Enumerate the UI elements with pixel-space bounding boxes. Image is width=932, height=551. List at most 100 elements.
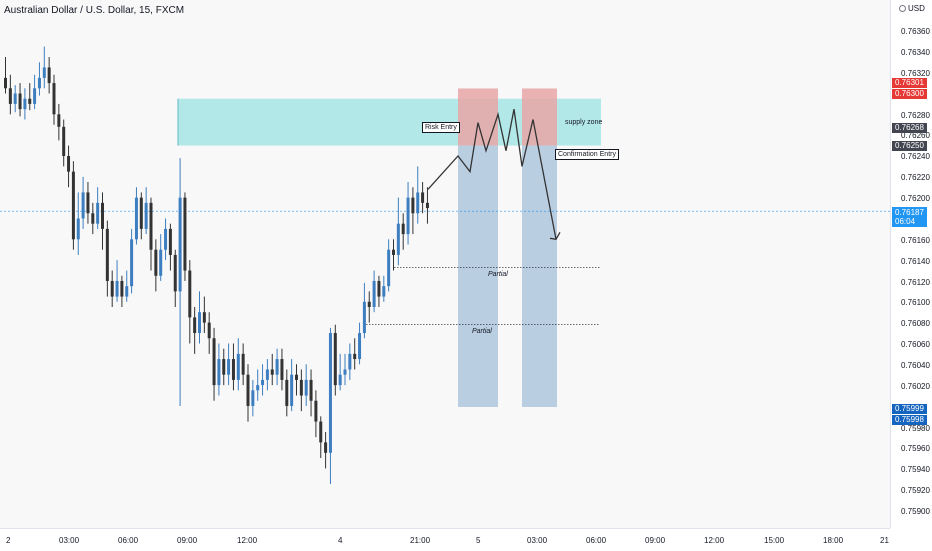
candle-up [358, 333, 362, 360]
time-tick: 03:00 [59, 536, 80, 545]
candle-down [246, 374, 250, 406]
candle-up [328, 333, 332, 453]
candle-up [396, 223, 400, 255]
candle-down [202, 312, 206, 323]
candle-down [212, 338, 216, 386]
candle-up [265, 369, 269, 380]
candle-down [183, 197, 187, 271]
candle-down [207, 322, 211, 339]
candle-up [76, 218, 80, 240]
candle-up [348, 353, 352, 370]
candle-up [115, 280, 119, 297]
candle-down [188, 270, 192, 318]
candle-down [28, 98, 32, 104]
target-zone [522, 145, 557, 407]
candle-down [4, 77, 7, 89]
candle-down [110, 280, 114, 297]
candle-up [37, 77, 41, 89]
candle-up [96, 202, 100, 224]
stop-price-tag: 0.76301 [892, 78, 927, 88]
target-zone [458, 145, 498, 407]
candle-up [343, 369, 347, 375]
price-chart[interactable] [0, 0, 890, 528]
price-tick: 0.75960 [901, 444, 930, 453]
price-tick: 0.76340 [901, 48, 930, 57]
zone-price-tag: 0.76268 [892, 123, 927, 133]
currency-dot-icon [899, 5, 906, 12]
candle-up [125, 286, 129, 297]
time-tick: 12:00 [704, 536, 725, 545]
candle-down [154, 249, 158, 276]
price-tick: 0.76040 [901, 361, 930, 370]
candle-down [314, 400, 318, 422]
candle-up [23, 98, 27, 110]
symbol-title[interactable]: Australian Dollar / U.S. Dollar, 15, FXC… [4, 5, 185, 16]
candle-up [13, 93, 17, 104]
price-tick: 0.76320 [901, 69, 930, 78]
target-price-tag: 0.75999 [892, 404, 927, 414]
time-tick: 5 [476, 536, 481, 545]
candle-down [57, 114, 61, 127]
price-tick: 0.76100 [901, 298, 930, 307]
candle-down [231, 359, 235, 380]
projection-path [427, 108, 557, 240]
candle-down [319, 421, 323, 443]
time-tick: 15:00 [764, 536, 785, 545]
price-tick: 0.76060 [901, 340, 930, 349]
zone-price-tag: 0.76250 [892, 141, 927, 151]
candle-down [62, 126, 66, 156]
price-tick: 0.76200 [901, 194, 930, 203]
candle-down [241, 353, 245, 375]
current-price-tag: 0.76187 06:04 [892, 207, 927, 227]
candle-down [421, 192, 425, 203]
candle-up [338, 374, 342, 386]
time-tick: 21 [880, 536, 889, 545]
candle-down [377, 280, 381, 297]
candle-up [382, 286, 386, 297]
price-tick: 0.76140 [901, 257, 930, 266]
candle-down [105, 228, 109, 281]
candle-up [227, 359, 231, 375]
price-tick: 0.76240 [901, 152, 930, 161]
candle-down [71, 171, 75, 240]
price-tick: 0.76080 [901, 319, 930, 328]
candle-up [164, 228, 168, 250]
confirmation-entry-label[interactable]: Confirmation Entry [555, 149, 619, 160]
price-axis[interactable]: USD 0.76360 0.76340 0.76320 0.76280 0.76… [890, 0, 932, 528]
candle-down [295, 374, 298, 380]
candle-up [387, 249, 391, 287]
risk-entry-label[interactable]: Risk Entry [422, 122, 460, 133]
projection-arrow-icon [549, 231, 561, 241]
candle-down [91, 213, 95, 224]
time-axis[interactable]: 2 03:00 06:00 09:00 12:00 4 21:00 5 03:0… [0, 528, 890, 551]
stop-price-tag: 0.76300 [892, 89, 927, 99]
candle-up [251, 390, 255, 406]
price-tick: 0.76160 [901, 236, 930, 245]
candle-down [193, 317, 197, 334]
candle-down [149, 202, 153, 250]
candle-down [222, 359, 226, 375]
candle-down [139, 197, 143, 229]
supply-zone-label: supply zone [565, 119, 603, 126]
candle-down [86, 192, 90, 214]
chart-area[interactable]: Australian Dollar / U.S. Dollar, 15, FXC… [0, 0, 890, 528]
price-tick: 0.76220 [901, 173, 930, 182]
time-tick: 21:00 [410, 536, 431, 545]
time-tick: 18:00 [823, 536, 844, 545]
stop-zone [458, 88, 498, 146]
candle-down [367, 301, 371, 307]
time-tick: 06:00 [586, 536, 607, 545]
candle-down [101, 202, 104, 229]
candle-down [52, 83, 56, 115]
candle-up [290, 374, 294, 406]
price-tick: 0.75980 [901, 424, 930, 433]
time-tick: 03:00 [527, 536, 548, 545]
price-tick: 0.76020 [901, 382, 930, 391]
partial-label-2: Partial [472, 328, 492, 335]
candle-down [173, 254, 177, 292]
candle-down [425, 202, 429, 209]
candle-up [256, 385, 260, 391]
price-tick: 0.75920 [901, 486, 930, 495]
currency-selector[interactable]: USD [899, 4, 925, 13]
candle-up [304, 379, 308, 396]
